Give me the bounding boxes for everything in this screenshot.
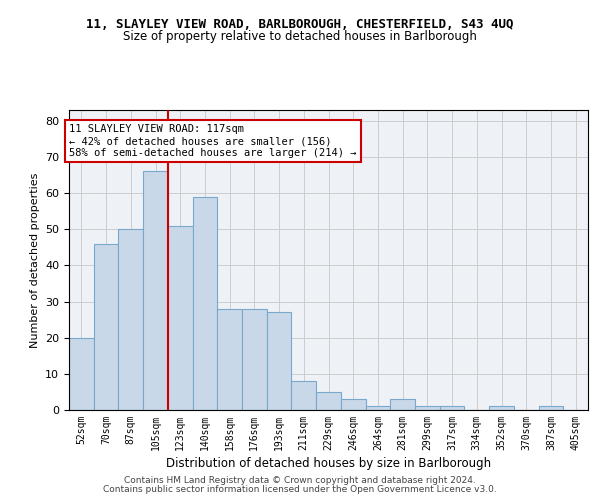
Y-axis label: Number of detached properties: Number of detached properties <box>29 172 40 348</box>
Bar <box>267 312 292 410</box>
Bar <box>193 196 217 410</box>
X-axis label: Distribution of detached houses by size in Barlborough: Distribution of detached houses by size … <box>166 457 491 470</box>
Bar <box>242 309 267 410</box>
Bar <box>390 399 415 410</box>
Text: 11 SLAYLEY VIEW ROAD: 117sqm
← 42% of detached houses are smaller (156)
58% of s: 11 SLAYLEY VIEW ROAD: 117sqm ← 42% of de… <box>69 124 356 158</box>
Bar <box>118 230 143 410</box>
Text: Size of property relative to detached houses in Barlborough: Size of property relative to detached ho… <box>123 30 477 43</box>
Bar <box>292 381 316 410</box>
Bar <box>440 406 464 410</box>
Bar <box>94 244 118 410</box>
Bar <box>316 392 341 410</box>
Bar <box>168 226 193 410</box>
Bar <box>217 309 242 410</box>
Bar <box>69 338 94 410</box>
Bar <box>489 406 514 410</box>
Bar <box>341 399 365 410</box>
Text: Contains HM Land Registry data © Crown copyright and database right 2024.: Contains HM Land Registry data © Crown c… <box>124 476 476 485</box>
Bar <box>415 406 440 410</box>
Text: Contains public sector information licensed under the Open Government Licence v3: Contains public sector information licen… <box>103 485 497 494</box>
Bar <box>539 406 563 410</box>
Text: 11, SLAYLEY VIEW ROAD, BARLBOROUGH, CHESTERFIELD, S43 4UQ: 11, SLAYLEY VIEW ROAD, BARLBOROUGH, CHES… <box>86 18 514 30</box>
Bar <box>143 172 168 410</box>
Bar <box>365 406 390 410</box>
